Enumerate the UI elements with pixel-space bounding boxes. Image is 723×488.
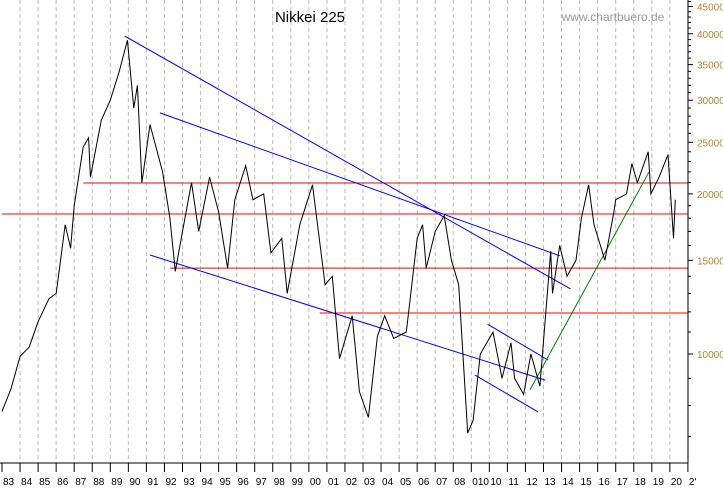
x-tick-label: 20 <box>671 477 683 488</box>
trend-line <box>149 254 546 381</box>
x-tick-label: 88 <box>93 477 105 488</box>
x-tick-label: 92 <box>165 477 177 488</box>
y-tick-label: 40000 <box>697 30 723 41</box>
x-tick-label: 85 <box>39 477 51 488</box>
x-tick-label: 10 <box>490 477 502 488</box>
x-tick-label: 01 <box>328 477 340 488</box>
x-tick-label: 94 <box>202 477 214 488</box>
x-tick-label: 97 <box>256 477 268 488</box>
price-series-line <box>1 40 676 434</box>
watermark: www.chartbuero.de <box>561 10 665 24</box>
x-tick-label: 86 <box>57 477 69 488</box>
y-tick-label: 10000 <box>697 350 723 361</box>
x-tick-label: 010 <box>472 477 489 488</box>
x-tick-label: 06 <box>418 477 430 488</box>
trend-line <box>124 35 571 290</box>
x-tick-label: 98 <box>274 477 286 488</box>
trend-line <box>529 169 651 391</box>
x-tick-label: 17 <box>617 477 629 488</box>
x-tick-label: 04 <box>382 477 394 488</box>
x-tick-label: 2' <box>689 477 697 488</box>
x-tick-label: 13 <box>545 477 557 488</box>
y-tick-label: 30000 <box>697 96 723 107</box>
x-tick-label: 05 <box>400 477 412 488</box>
x-tick-label: 93 <box>184 477 196 488</box>
y-tick-label: 35000 <box>697 61 723 72</box>
x-tick-label: 03 <box>364 477 376 488</box>
x-tick-label: 14 <box>563 477 575 488</box>
x-tick-label: 89 <box>111 477 123 488</box>
y-tick-label: 25000 <box>697 138 723 149</box>
x-tick-label: 00 <box>310 477 322 488</box>
x-tick-label: 95 <box>220 477 232 488</box>
y-tick-label: 45000 <box>697 3 723 14</box>
x-tick-label: 08 <box>454 477 466 488</box>
chart-title: Nikkei 225 <box>275 9 345 26</box>
x-tick-label: 90 <box>129 477 141 488</box>
x-tick-label: 16 <box>599 477 611 488</box>
x-tick-label: 91 <box>147 477 159 488</box>
x-tick-label: 99 <box>292 477 304 488</box>
y-tick-label: 20000 <box>697 190 723 201</box>
trend-line <box>487 323 549 361</box>
x-tick-label: 11 <box>508 477 519 488</box>
x-tick-label: 15 <box>581 477 593 488</box>
x-tick-label: 19 <box>653 477 665 488</box>
x-tick-label: 02 <box>346 477 358 488</box>
x-tick-label: 96 <box>238 477 250 488</box>
y-tick-label: 15000 <box>697 256 723 267</box>
x-tick-label: 12 <box>526 477 538 488</box>
x-tick-label: 84 <box>21 477 33 488</box>
trend-line <box>474 374 539 413</box>
x-tick-label: 18 <box>635 477 647 488</box>
trend-line <box>159 112 560 257</box>
x-tick-label: 07 <box>436 477 448 488</box>
x-tick-label: 83 <box>3 477 15 488</box>
x-tick-label: 87 <box>75 477 87 488</box>
